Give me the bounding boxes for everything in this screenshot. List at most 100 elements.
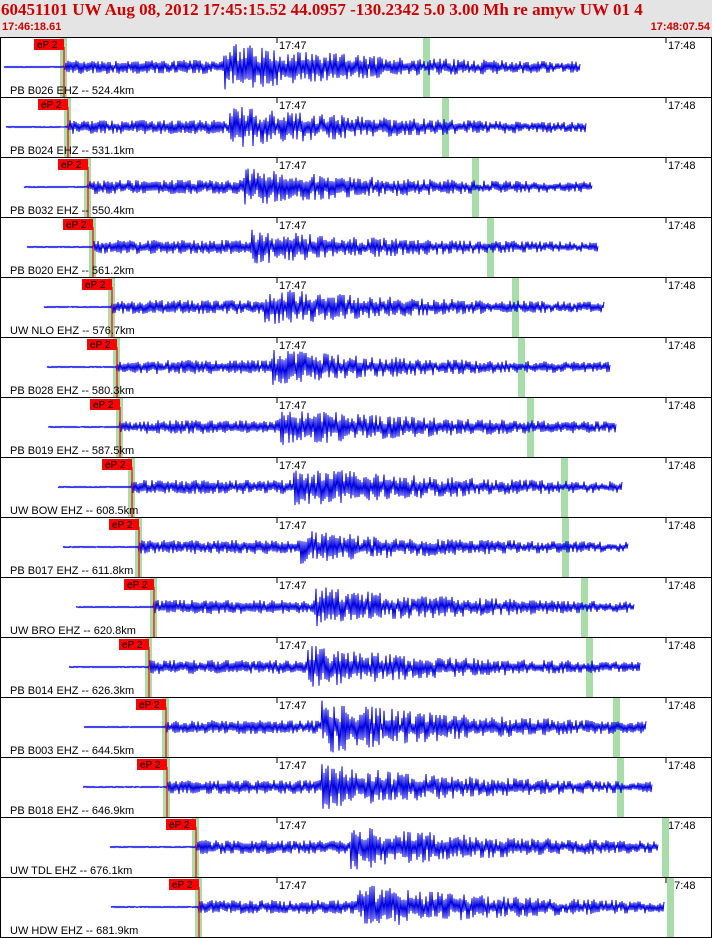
- station-label: PB B032 EHZ -- 550.4km: [10, 205, 134, 217]
- waveform: [43, 290, 605, 324]
- trace-row: 17:47 17:48 eP 2 PB B019 EHZ -- 587.5km: [0, 397, 712, 458]
- station-label: PB B014 EHZ -- 626.3km: [10, 685, 134, 697]
- phase-label: eP 2: [93, 400, 114, 411]
- minute-label: 17:47: [279, 880, 307, 892]
- station-label: UW BOW EHZ -- 608.5km: [10, 505, 138, 517]
- minute-label: 17:48: [668, 460, 696, 472]
- minute-label: 17:48: [668, 280, 696, 292]
- station-label: PB B017 EHZ -- 611.8km: [10, 565, 133, 577]
- phase-flag: [166, 819, 196, 830]
- phase-flag: [137, 759, 167, 770]
- phase-flag: [38, 99, 68, 110]
- minute-label: 17:47: [279, 160, 307, 172]
- phase-flag: [63, 219, 93, 230]
- phase-label: eP 2: [105, 460, 126, 471]
- end-time: 17:48:07.54: [650, 21, 710, 33]
- phase-label: eP 2: [41, 100, 62, 111]
- minute-label: 17:48: [668, 580, 696, 592]
- waveform: [68, 646, 641, 687]
- phase-label: eP 2: [140, 760, 161, 771]
- waveform: [82, 764, 653, 809]
- trace-row: 17:47 17:48 eP 2 PB B032 EHZ -- 550.4km: [0, 157, 712, 218]
- minute-label: 17:47: [279, 460, 307, 472]
- minute-label: 17:48: [668, 820, 696, 832]
- phase-flag: [34, 39, 64, 50]
- trace-row: 17:47 17:48 eP 2 PB B014 EHZ -- 626.3km: [0, 637, 712, 698]
- waveform: [57, 470, 623, 506]
- minute-label: 17:47: [279, 820, 307, 832]
- phase-flag: [102, 459, 132, 470]
- minute-label: 17:48: [668, 40, 696, 52]
- event-header: 60451101 UW Aug 08, 2012 17:45:15.52 44.…: [0, 0, 712, 37]
- phase-label: eP 2: [127, 580, 148, 591]
- trace-row: 17:47 17:48 eP 2 UW TDL EHZ -- 676.1km: [0, 817, 712, 878]
- phase-label: eP 2: [90, 340, 111, 351]
- minute-label: 17:47: [279, 700, 307, 712]
- trace-row: 17:47 17:48 eP 2 PB B003 EHZ -- 644.5km: [0, 697, 712, 758]
- station-label: PB B019 EHZ -- 587.5km: [10, 445, 134, 457]
- trace-row: 17:47 17:48 eP 2 PB B028 EHZ -- 580.3km: [0, 337, 712, 398]
- station-label: PB B026 EHZ -- 524.4km: [10, 85, 134, 97]
- station-label: PB B003 EHZ -- 644.5km: [10, 745, 134, 757]
- station-label: PB B020 EHZ -- 561.2km: [10, 265, 134, 277]
- minute-label: 17:48: [668, 400, 696, 412]
- station-label: UW NLO EHZ -- 576.7km: [10, 325, 135, 337]
- minute-label: 17:48: [668, 100, 696, 112]
- minute-label: 17:48: [668, 880, 696, 892]
- waveform: [26, 229, 599, 264]
- phase-label: eP 2: [122, 640, 143, 651]
- trace-row: 17:47 17:48 eP 2 PB B018 EHZ -- 646.9km: [0, 757, 712, 818]
- waveform: [3, 44, 581, 90]
- waveform: [62, 531, 629, 564]
- phase-flag: [82, 279, 112, 290]
- event-title: 60451101 UW Aug 08, 2012 17:45:15.52 44.…: [1, 0, 643, 19]
- phase-label: eP 2: [139, 700, 160, 711]
- waveform: [83, 700, 647, 753]
- minute-label: 17:47: [279, 100, 307, 112]
- minute-label: 17:48: [668, 220, 696, 232]
- phase-flag: [124, 579, 154, 590]
- minute-label: 17:48: [668, 340, 696, 352]
- station-label: UW TDL EHZ -- 676.1km: [10, 865, 132, 877]
- waveform: [109, 828, 659, 870]
- trace-row: 17:47 17:48 eP 2 UW NLO EHZ -- 576.7km: [0, 277, 712, 338]
- minute-label: 17:47: [279, 340, 307, 352]
- minute-label: 17:48: [668, 640, 696, 652]
- station-label: PB B018 EHZ -- 646.9km: [10, 805, 134, 817]
- trace-row: 17:47 17:48 eP 2 PB B026 EHZ -- 524.4km: [0, 37, 712, 98]
- waveform: [23, 168, 593, 205]
- start-time: 17:46:18.61: [2, 21, 62, 33]
- minute-label: 17:47: [279, 280, 307, 292]
- station-label: PB B028 EHZ -- 580.3km: [10, 385, 134, 397]
- minute-label: 17:47: [279, 640, 307, 652]
- trace-row: 17:47 17:48 eP 2 UW BOW EHZ -- 608.5km: [0, 457, 712, 518]
- waveform: [75, 587, 635, 627]
- phase-flag: [119, 639, 149, 650]
- minute-label: 17:48: [668, 160, 696, 172]
- phase-label: eP 2: [61, 160, 82, 171]
- minute-label: 17:47: [279, 520, 307, 532]
- phase-label: eP 2: [85, 280, 106, 291]
- minute-label: 17:48: [668, 700, 696, 712]
- phase-label: eP 2: [37, 40, 58, 51]
- minute-label: 17:47: [279, 400, 307, 412]
- phase-flag: [109, 519, 139, 530]
- waveform: [46, 349, 611, 385]
- minute-label: 17:48: [668, 520, 696, 532]
- phase-label: eP 2: [112, 520, 133, 531]
- phase-flag: [136, 699, 166, 710]
- phase-label: eP 2: [66, 220, 87, 231]
- minute-label: 17:47: [279, 580, 307, 592]
- waveform: [47, 411, 617, 445]
- minute-label: 17:48: [668, 760, 696, 772]
- phase-flag: [90, 399, 120, 410]
- minute-label: 17:47: [279, 220, 307, 232]
- phase-flag: [169, 879, 199, 890]
- station-label: UW BRO EHZ -- 620.8km: [10, 625, 136, 637]
- station-label: PB B024 EHZ -- 531.1km: [10, 145, 134, 157]
- trace-row: 17:47 17:48 eP 2 PB B020 EHZ -- 561.2km: [0, 217, 712, 278]
- minute-label: 17:47: [279, 40, 307, 52]
- trace-row: 17:47 17:48 eP 2 UW HDW EHZ -- 681.9km: [0, 877, 712, 938]
- trace-row: 17:47 17:48 eP 2 UW BRO EHZ -- 620.8km: [0, 577, 712, 638]
